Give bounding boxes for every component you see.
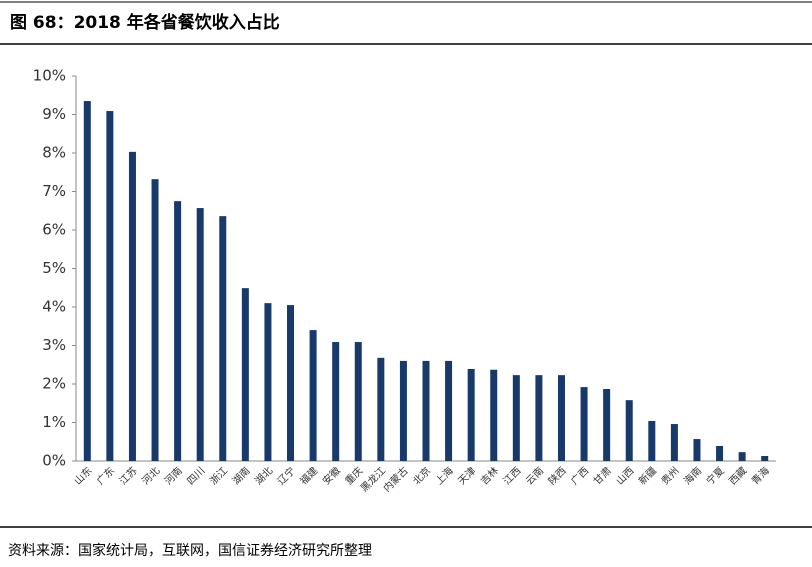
bar	[106, 111, 114, 461]
bar	[83, 101, 91, 462]
x-tick-label: 上海	[432, 464, 455, 487]
x-tick-label: 河北	[140, 465, 163, 488]
y-tick-label: 4%	[42, 298, 66, 316]
x-tick-label: 广东	[94, 464, 117, 487]
x-tick-label: 山西	[614, 465, 637, 488]
bar	[422, 360, 430, 461]
bar	[196, 208, 204, 461]
bar	[716, 445, 724, 461]
bar	[309, 330, 317, 461]
bar	[512, 375, 520, 461]
bar	[264, 303, 272, 461]
x-tick-label: 江苏	[116, 464, 139, 487]
bar	[445, 360, 453, 461]
bar	[535, 375, 543, 461]
x-tick-label: 青海	[749, 464, 772, 487]
bar	[219, 216, 227, 461]
y-tick-label: 3%	[42, 336, 66, 354]
bar	[693, 439, 701, 461]
chart-title: 图 68：2018 年各省餐饮收入占比	[10, 12, 280, 33]
x-tick-label: 浙江	[207, 465, 230, 488]
bar	[467, 368, 475, 461]
x-tick-label: 新疆	[636, 464, 659, 487]
x-tick-label: 内蒙古	[380, 464, 410, 494]
x-tick-label: 吉林	[478, 464, 501, 487]
x-tick-label: 陕西	[545, 464, 568, 487]
y-tick-label: 8%	[42, 144, 66, 162]
bar	[354, 342, 362, 461]
bar	[128, 151, 136, 461]
y-tick-label: 2%	[42, 375, 66, 393]
bar	[174, 201, 182, 461]
bar	[377, 357, 385, 461]
bar	[332, 342, 340, 461]
bar	[399, 360, 407, 461]
x-tick-label: 宁夏	[703, 464, 726, 487]
y-tick-label: 9%	[42, 105, 66, 123]
y-tick-label: 5%	[42, 259, 66, 277]
bar	[603, 389, 611, 461]
bar	[648, 420, 656, 461]
x-tick-label: 广西	[569, 465, 592, 488]
x-tick-label: 西藏	[727, 465, 750, 488]
x-tick-label: 北京	[410, 464, 433, 487]
bar	[580, 387, 588, 461]
x-tick-label: 云南	[523, 464, 546, 487]
bar	[557, 375, 565, 461]
x-tick-label: 安徽	[320, 464, 343, 487]
x-tick-label: 山东	[71, 464, 94, 487]
y-tick-label: 0%	[42, 452, 66, 470]
x-tick-label: 湖南	[229, 464, 252, 487]
x-tick-label: 海南	[681, 464, 704, 487]
bar	[241, 288, 249, 461]
x-tick-label: 贵州	[658, 464, 681, 487]
bar	[761, 455, 769, 461]
bar	[625, 400, 633, 461]
x-tick-label: 甘肃	[591, 464, 614, 487]
x-tick-label: 江西	[501, 465, 524, 488]
y-tick-label: 1%	[42, 413, 66, 431]
x-tick-label: 福建	[297, 464, 320, 487]
x-tick-label: 辽宁	[274, 464, 297, 487]
bar	[151, 179, 159, 461]
bar	[670, 424, 678, 461]
y-tick-label: 6%	[42, 221, 66, 239]
source-note: 资料来源：国家统计局，互联网，国信证券经济研究所整理	[8, 542, 372, 559]
x-tick-label: 河南	[162, 464, 185, 487]
x-tick-label: 四川	[186, 465, 208, 487]
x-tick-label: 天津	[456, 465, 479, 488]
y-tick-label: 10%	[33, 67, 66, 85]
bar	[287, 305, 295, 461]
bar	[490, 369, 498, 461]
y-tick-label: 7%	[42, 182, 66, 200]
x-tick-label: 湖北	[253, 465, 276, 488]
bar	[738, 452, 746, 461]
